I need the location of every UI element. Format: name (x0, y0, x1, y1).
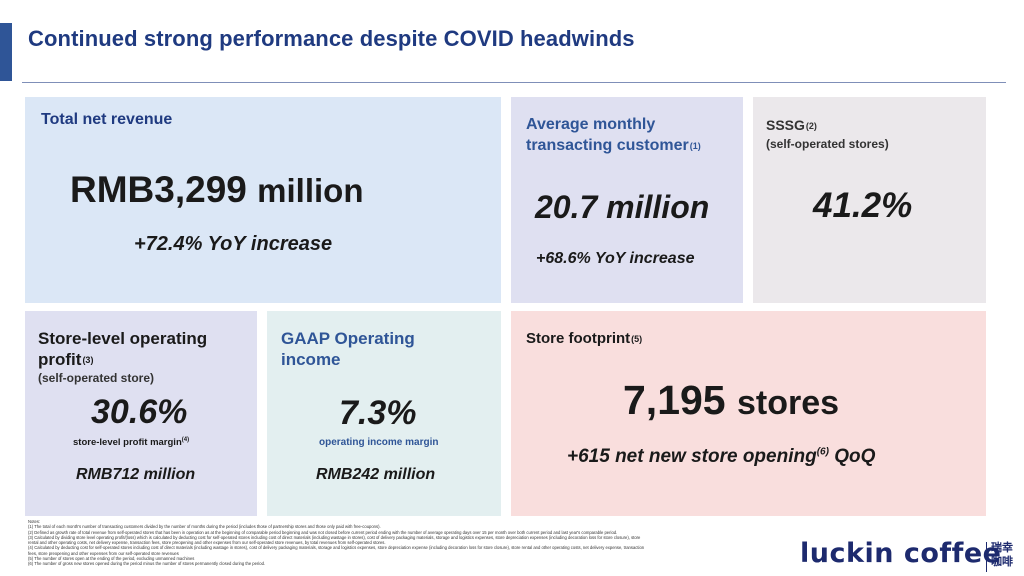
footnote-heading: Notes: (28, 519, 41, 524)
footnotes: Notes: (1) The total of each month's num… (28, 519, 808, 567)
footnote-6: (6) The number of gross new stores opene… (28, 561, 266, 567)
mtc-label-line2: transacting customer (526, 137, 689, 154)
store-profit-caption-text: store-level profit margin (73, 437, 182, 449)
store-profit-value: 30.6% (91, 393, 188, 431)
gaap-label-line2: income (281, 350, 341, 369)
gaap-card: GAAP Operating income 7.3% operating inc… (267, 311, 501, 516)
mtc-label: Average monthly transacting customer(1) (526, 114, 701, 156)
mtc-change: +68.6% YoY increase (536, 250, 695, 267)
mtc-footnote: (1) (689, 141, 701, 151)
store-profit-card: Store-level operating profit(3) (self-op… (25, 311, 257, 516)
sssg-label-text: SSSG (766, 117, 805, 133)
footprint-change-text: +615 net new store opening (567, 446, 817, 467)
gaap-value: 7.3% (339, 394, 417, 432)
gaap-caption: operating income margin (319, 437, 439, 448)
sssg-sublabel: (self-operated stores) (766, 137, 889, 151)
footnote-4b: fees, store preopening and other expense… (28, 550, 179, 556)
logo-chinese-line1: 瑞幸 (991, 542, 1013, 554)
footnote-4a: (4) Calculated by deducting cost for sel… (28, 545, 645, 551)
footnote-2: (2) Defined as growth rate of total reve… (28, 529, 618, 535)
revenue-change: +72.4% YoY increase (134, 233, 333, 255)
revenue-amount: RMB3,299 (70, 169, 247, 210)
footprint-change-suffix: QoQ (834, 446, 876, 467)
mtc-card: Average monthly transacting customer(1) … (511, 97, 743, 303)
page-title: Continued strong performance despite COV… (28, 26, 635, 51)
revenue-label: Total net revenue (41, 111, 173, 128)
footnote-1: (1) The total of each month's number of … (28, 524, 381, 530)
sssg-card: SSSG(2) (self-operated stores) 41.2% (753, 97, 986, 303)
store-profit-caption-footnote: (4) (181, 437, 190, 443)
logo-chinese: 瑞幸 咖啡 (991, 541, 1013, 569)
gaap-label-line1: GAAP Operating (281, 329, 415, 348)
footprint-value: 7,195 stores (623, 377, 839, 424)
footnote-5: (5) The number of stores open at the end… (28, 556, 195, 562)
mtc-value: 20.7 million (535, 189, 710, 225)
footprint-card: Store footprint(5) 7,195 stores +615 net… (511, 311, 986, 516)
logo-chinese-line2: 咖啡 (991, 556, 1013, 568)
sssg-label: SSSG(2) (766, 115, 817, 136)
store-profit-label-line2: profit (38, 350, 82, 369)
footnote-3a: (3) Calculated by dividing store level o… (28, 534, 641, 540)
store-profit-footnote: (3) (82, 355, 94, 365)
revenue-unit: million (257, 172, 364, 209)
store-profit-amount: RMB712 million (76, 466, 196, 483)
title-accent-bar (0, 23, 12, 81)
gaap-amount: RMB242 million (316, 466, 436, 483)
sssg-value: 41.2% (813, 186, 913, 225)
footprint-count: 7,195 (623, 377, 726, 423)
footprint-unit: stores (737, 384, 840, 422)
footprint-label: Store footprint(5) (526, 328, 642, 349)
gaap-label: GAAP Operating income (281, 328, 415, 370)
mtc-label-line1: Average monthly (526, 116, 656, 133)
footprint-change-footnote: (6) (816, 446, 829, 458)
title-divider (22, 82, 1006, 83)
revenue-value: RMB3,299 million (70, 169, 363, 211)
revenue-card: Total net revenue RMB3,299 million +72.4… (25, 97, 501, 303)
footprint-label-text: Store footprint (526, 330, 631, 347)
store-profit-label: Store-level operating profit(3) (38, 328, 207, 370)
footprint-change: +615 net new store opening(6) QoQ (567, 446, 875, 468)
logo-divider (986, 542, 987, 572)
store-profit-sublabel: (self-operated store) (38, 371, 155, 385)
store-profit-caption: store-level profit margin(4) (73, 437, 189, 448)
footnote-3b: rental and other operating costs, net de… (28, 540, 386, 546)
luckin-coffee-logo: luckin coffee (800, 538, 1002, 569)
store-profit-label-line1: Store-level operating (38, 329, 208, 348)
sssg-footnote: (2) (805, 121, 817, 131)
footprint-footnote: (5) (631, 334, 643, 344)
